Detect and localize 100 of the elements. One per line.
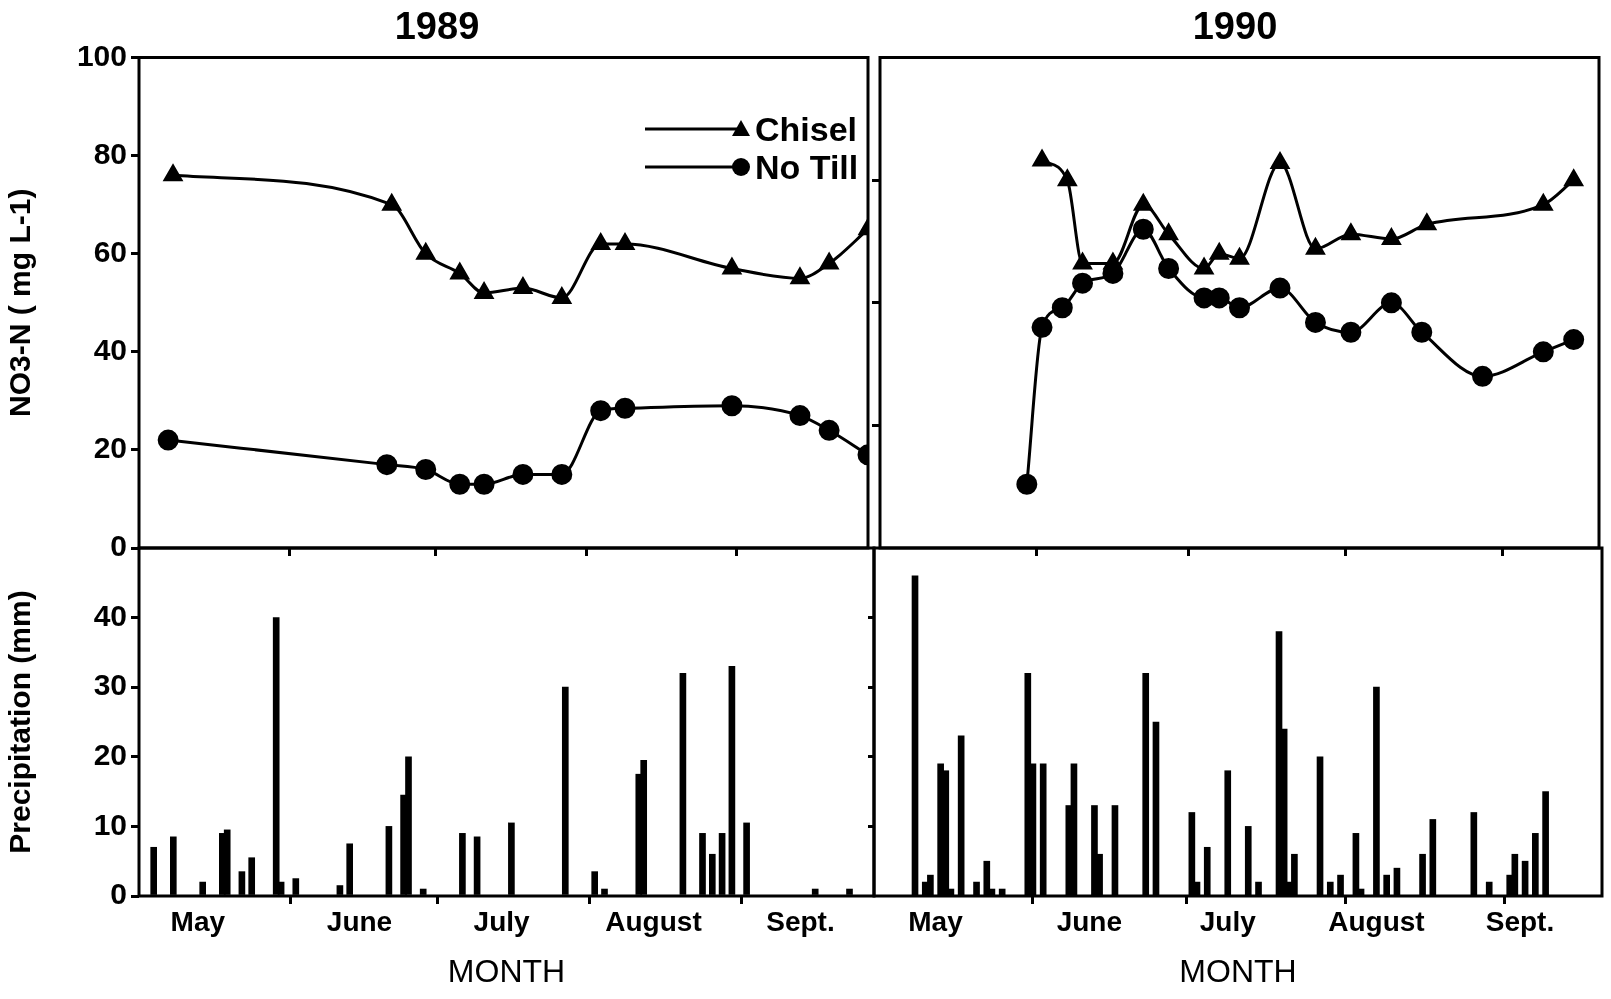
bar [708, 853, 716, 895]
point [1103, 253, 1123, 270]
point [1209, 243, 1229, 260]
chart-title: 1989 [394, 5, 480, 48]
point [1270, 152, 1290, 170]
point [1194, 257, 1214, 275]
point [416, 243, 436, 260]
point [790, 267, 810, 285]
point [1058, 169, 1077, 187]
bar [169, 836, 177, 895]
point [1417, 213, 1437, 231]
chart-title: 1990 [1192, 5, 1278, 48]
point [1073, 253, 1092, 270]
point [1411, 321, 1433, 343]
point [591, 233, 610, 250]
point [1380, 292, 1402, 314]
bar [473, 836, 481, 895]
bar [561, 686, 569, 895]
point [614, 397, 636, 419]
bar [248, 857, 256, 895]
bar [385, 826, 393, 895]
point [1269, 277, 1291, 299]
point [473, 473, 495, 495]
point [1158, 257, 1180, 279]
bar [591, 871, 599, 895]
point [474, 282, 494, 299]
point [1032, 150, 1052, 167]
x-tick-label: May [908, 905, 964, 937]
y-tick-label: 40 [93, 598, 127, 632]
x-tick-label: June [1056, 905, 1122, 937]
y-tick-label: 30 [93, 668, 127, 702]
bar [238, 871, 246, 895]
x-tick-label: Sept. [1485, 905, 1555, 937]
y-tick-label: 0 [110, 529, 127, 563]
point [819, 253, 839, 270]
y-axis-title: Precipitation (mm) [3, 590, 37, 854]
point [1472, 365, 1494, 387]
bar [601, 888, 608, 895]
point [818, 419, 840, 441]
x-tick-label: Sept. [766, 905, 835, 937]
point [382, 194, 402, 211]
y-tick-label: 20 [93, 431, 127, 465]
point [590, 400, 612, 422]
point [789, 405, 811, 427]
x-tick-label: July [1199, 905, 1257, 937]
point [1230, 248, 1249, 265]
point [376, 454, 398, 476]
point [450, 262, 470, 280]
x-tick-label: June [326, 905, 393, 937]
point [615, 233, 635, 250]
bar [199, 881, 207, 895]
x-tick-label: August [1328, 905, 1425, 937]
y-tick-label: 100 [76, 38, 127, 72]
point [513, 277, 533, 295]
bar [419, 888, 427, 895]
bar [718, 833, 726, 895]
point [552, 287, 572, 304]
point [1563, 329, 1585, 351]
point [1229, 297, 1250, 319]
bar [150, 846, 158, 895]
point [722, 257, 742, 275]
point [157, 429, 179, 451]
point [1031, 316, 1053, 338]
point [1341, 223, 1361, 241]
bar [459, 833, 466, 895]
point [1382, 228, 1401, 246]
point [1304, 311, 1326, 333]
x-tick-label: August [605, 905, 702, 937]
point [1564, 169, 1583, 187]
x-axis-title: MONTH [1179, 952, 1297, 989]
bar [336, 885, 344, 895]
point [1159, 223, 1178, 241]
point [415, 459, 437, 481]
point [1532, 341, 1554, 363]
x-tick-label: July [473, 905, 531, 937]
bar [223, 829, 231, 895]
point [163, 164, 183, 182]
point [1051, 297, 1073, 319]
point [512, 463, 534, 485]
legend-label: Chisel [755, 109, 858, 148]
bar [292, 878, 300, 895]
bar [699, 833, 706, 895]
y-tick-label: 0 [110, 877, 127, 911]
x-tick-label: May [170, 905, 226, 937]
bar [346, 843, 354, 895]
point [721, 395, 743, 417]
point [1132, 218, 1154, 240]
bar [743, 822, 750, 895]
point [1134, 194, 1153, 211]
point [1534, 194, 1553, 211]
y-tick-label: 20 [93, 738, 127, 772]
point [551, 463, 573, 485]
point [449, 473, 471, 495]
y-tick-label: 10 [93, 807, 127, 841]
bar [728, 665, 736, 895]
y-tick-label: 60 [93, 235, 127, 269]
x-axis-title: MONTH [447, 952, 566, 989]
point [1072, 272, 1094, 294]
bar [811, 888, 819, 895]
y-tick-label: 80 [93, 136, 127, 170]
